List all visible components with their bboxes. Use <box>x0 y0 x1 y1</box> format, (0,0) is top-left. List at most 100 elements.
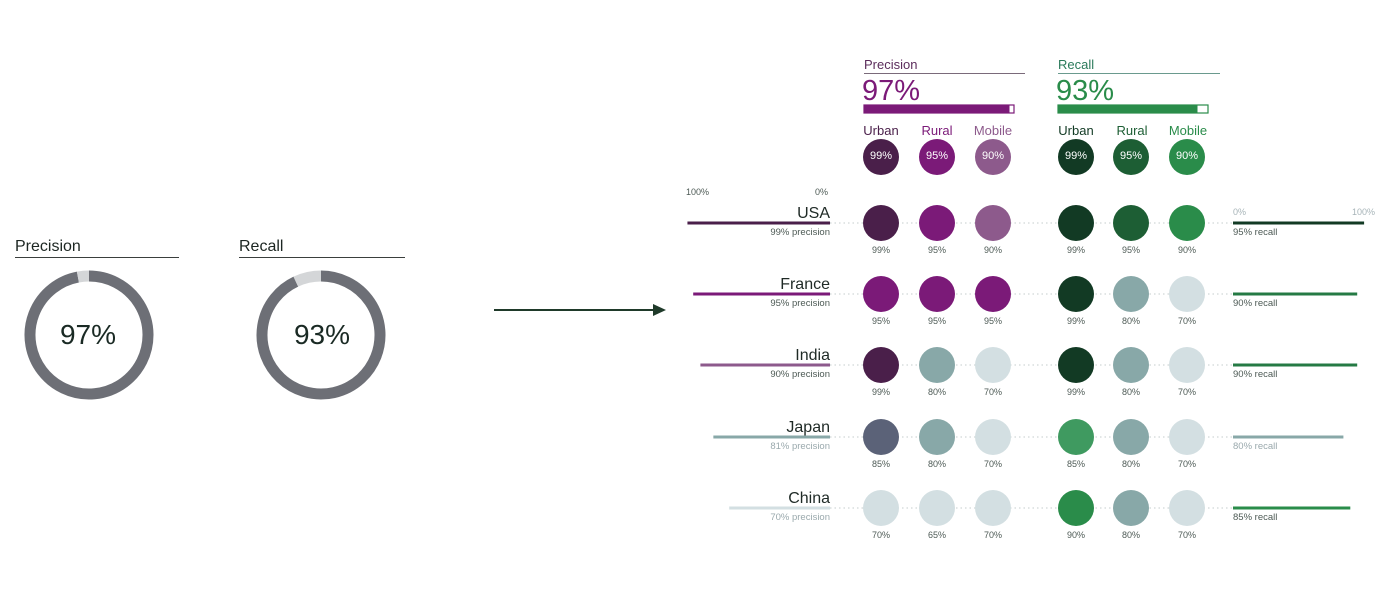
precision-header-label-urban: 99% <box>869 150 893 162</box>
precision-value-india-0: 99% <box>871 387 890 397</box>
recall-value-china-2: 70% <box>1177 530 1196 540</box>
recall-circle-china-0 <box>1058 490 1094 526</box>
summary-recall-value: 93% <box>293 319 351 350</box>
precision-label-france: 95% precision <box>770 298 830 309</box>
recall-value-india-2: 70% <box>1177 387 1196 397</box>
precision-bar-japan <box>713 435 830 439</box>
detail-recall-title: Recall <box>1058 57 1095 72</box>
precision-value-china-1: 65% <box>927 530 946 540</box>
precision-donut <box>24 270 154 400</box>
recall-circle-japan-2 <box>1169 419 1205 455</box>
precision-cat-urban: Urban <box>863 123 899 138</box>
recall-progress-bar-fill <box>1058 105 1198 113</box>
recall-value-japan-2: 70% <box>1177 459 1196 469</box>
precision-value-china-2: 70% <box>983 530 1002 540</box>
precision-label-usa: 99% precision <box>770 227 830 238</box>
recall-header-label-rural: 95% <box>1119 150 1143 162</box>
recall-label-japan: 80% recall <box>1233 441 1278 452</box>
recall-scale-right: 100% <box>1352 207 1376 217</box>
precision-circle-france-1 <box>919 276 955 312</box>
precision-value-india-2: 70% <box>983 387 1002 397</box>
recall-circle-japan-0 <box>1058 419 1094 455</box>
recall-value-usa-2: 90% <box>1177 245 1196 255</box>
precision-circle-japan-1 <box>919 419 955 455</box>
recall-bar-japan <box>1233 435 1344 439</box>
precision-header-circle-rural <box>919 139 955 175</box>
precision-value-usa-1: 95% <box>927 245 946 255</box>
precision-bar-india <box>700 363 830 367</box>
recall-circle-china-1 <box>1113 490 1149 526</box>
recall-label-france: 90% recall <box>1233 298 1278 309</box>
recall-header-circle-urban <box>1058 139 1094 175</box>
precision-bar-china <box>729 506 830 510</box>
summary-recall-rule <box>239 257 405 258</box>
precision-value-china-0: 70% <box>871 530 890 540</box>
recall-circle-india-0 <box>1058 347 1094 383</box>
summary-precision-rule <box>15 257 179 258</box>
precision-circle-china-2 <box>975 490 1011 526</box>
precision-header-circle-urban <box>863 139 899 175</box>
precision-donut-slice-remainder <box>76 270 90 283</box>
precision-progress-bar <box>863 104 1015 114</box>
precision-scale-right: 0% <box>815 187 829 197</box>
summary-donuts <box>24 270 386 400</box>
precision-label-japan: 81% precision <box>770 441 830 452</box>
precision-value-japan-0: 85% <box>871 459 890 469</box>
detail-precision-title: Precision <box>864 57 918 72</box>
recall-value-india-0: 99% <box>1066 387 1085 397</box>
recall-donut-slice-value <box>256 270 386 400</box>
precision-cat-mobile: Mobile <box>973 123 1013 138</box>
recall-circle-france-2 <box>1169 276 1205 312</box>
country-label-china: China <box>788 490 830 507</box>
recall-cat-mobile: Mobile <box>1168 123 1208 138</box>
precision-donut-slice-value <box>24 270 154 400</box>
recall-label-usa: 95% recall <box>1233 227 1278 238</box>
precision-cat-rural: Rural <box>921 123 953 138</box>
recall-circle-usa-0 <box>1058 205 1094 241</box>
recall-circle-france-0 <box>1058 276 1094 312</box>
recall-progress-bar <box>1057 104 1209 114</box>
precision-label-china: 70% precision <box>770 512 830 523</box>
recall-bar-china <box>1233 506 1351 510</box>
recall-cat-rural: Rural <box>1116 123 1148 138</box>
precision-bar-france <box>693 292 830 296</box>
precision-circle-japan-2 <box>975 419 1011 455</box>
precision-header-label-mobile: 90% <box>981 150 1005 162</box>
precision-header-circle-mobile <box>975 139 1011 175</box>
recall-value-france-1: 80% <box>1121 316 1140 326</box>
recall-value-japan-1: 80% <box>1121 459 1140 469</box>
summary-recall-title: Recall <box>239 238 284 255</box>
recall-cat-urban: Urban <box>1058 123 1094 138</box>
precision-circle-japan-0 <box>863 419 899 455</box>
precision-value-france-1: 95% <box>927 316 946 326</box>
summary-precision-value: 97% <box>59 319 117 350</box>
recall-value-china-1: 80% <box>1121 530 1140 540</box>
detail-recall-rule <box>1058 73 1220 74</box>
recall-circle-india-1 <box>1113 347 1149 383</box>
recall-value-usa-1: 95% <box>1121 245 1140 255</box>
precision-circle-india-0 <box>863 347 899 383</box>
recall-circle-india-2 <box>1169 347 1205 383</box>
precision-circle-india-1 <box>919 347 955 383</box>
recall-value-france-2: 70% <box>1177 316 1196 326</box>
precision-circle-china-0 <box>863 490 899 526</box>
detail-precision-rule <box>864 73 1025 74</box>
precision-circle-usa-0 <box>863 205 899 241</box>
precision-value-france-2: 95% <box>983 316 1002 326</box>
country-label-france: France <box>780 276 830 293</box>
recall-bar-usa <box>1233 221 1365 225</box>
precision-circle-france-2 <box>975 276 1011 312</box>
recall-value-usa-0: 99% <box>1066 245 1085 255</box>
precision-circle-france-0 <box>863 276 899 312</box>
recall-circle-usa-2 <box>1169 205 1205 241</box>
recall-bar-france <box>1233 292 1358 296</box>
precision-bar-usa <box>687 221 830 225</box>
detail-precision-value: 97% <box>862 75 921 107</box>
recall-header-circle-rural <box>1113 139 1149 175</box>
precision-header-label-rural: 95% <box>925 150 949 162</box>
recall-label-india: 90% recall <box>1233 369 1278 380</box>
recall-bar-india <box>1233 363 1358 367</box>
summary-precision-title: Precision <box>15 238 81 255</box>
